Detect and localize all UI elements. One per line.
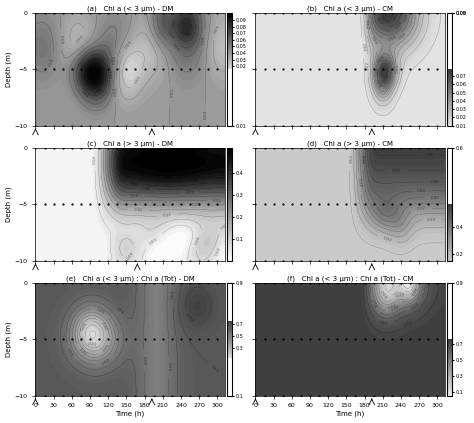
- Text: 0.02: 0.02: [366, 61, 370, 70]
- Text: 0.60: 0.60: [171, 290, 176, 299]
- Text: 0.03: 0.03: [396, 63, 400, 73]
- Text: 0.08: 0.08: [127, 250, 135, 260]
- Text: 0.03: 0.03: [125, 40, 134, 50]
- Text: 0.04: 0.04: [398, 32, 407, 41]
- Text: 0.24: 0.24: [379, 290, 388, 299]
- Text: 0.44: 0.44: [417, 189, 426, 193]
- Text: 0.04: 0.04: [215, 247, 222, 257]
- Y-axis label: Depth (m): Depth (m): [6, 52, 12, 87]
- Text: 0.01: 0.01: [361, 43, 365, 52]
- Title: (a)   Chl a (< 3 μm) - DM: (a) Chl a (< 3 μm) - DM: [87, 5, 173, 12]
- Text: 0.20: 0.20: [88, 342, 98, 346]
- Text: 0.48: 0.48: [390, 305, 400, 312]
- Text: 0.08: 0.08: [180, 30, 190, 38]
- Text: 0.60: 0.60: [115, 305, 124, 315]
- Text: 0.08: 0.08: [220, 222, 229, 231]
- Title: (d)   Chl a (> 3 μm) - CM: (d) Chl a (> 3 μm) - CM: [307, 140, 393, 147]
- Text: 0.20: 0.20: [191, 203, 201, 207]
- Text: 0.50: 0.50: [101, 357, 111, 365]
- Text: 0.05: 0.05: [112, 55, 117, 64]
- Text: 0.28: 0.28: [357, 178, 362, 187]
- Text: 0.04: 0.04: [149, 237, 159, 245]
- Text: 0.55: 0.55: [142, 356, 146, 365]
- Text: 0.30: 0.30: [396, 294, 405, 299]
- Text: 0.06: 0.06: [395, 20, 404, 30]
- Text: 0.08: 0.08: [93, 87, 103, 95]
- Text: 0.05: 0.05: [403, 12, 409, 22]
- Text: 0.56: 0.56: [425, 153, 434, 157]
- Text: 0.08: 0.08: [195, 236, 202, 245]
- Text: 0.09: 0.09: [88, 58, 98, 64]
- Text: 0.54: 0.54: [370, 299, 377, 308]
- Text: 0.05: 0.05: [48, 57, 55, 67]
- Text: 0.30: 0.30: [100, 322, 108, 332]
- Text: 0.05: 0.05: [201, 35, 206, 45]
- Text: 0.04: 0.04: [167, 89, 172, 99]
- Text: 0.25: 0.25: [80, 321, 88, 331]
- Title: (b)   Chl a (< 3 μm) - CM: (b) Chl a (< 3 μm) - CM: [307, 5, 393, 12]
- Text: 0.06: 0.06: [171, 43, 180, 52]
- Text: 0.05: 0.05: [388, 35, 398, 42]
- Text: 0.18: 0.18: [393, 278, 402, 288]
- Text: 0.65: 0.65: [210, 365, 219, 374]
- Text: 0.55: 0.55: [66, 348, 74, 357]
- Text: 0.55: 0.55: [167, 362, 171, 371]
- Text: 0.04: 0.04: [204, 110, 208, 118]
- Text: 0.07: 0.07: [379, 15, 388, 24]
- Text: 0.04: 0.04: [58, 35, 63, 44]
- Text: 0.36: 0.36: [360, 155, 364, 165]
- Text: 0.07: 0.07: [78, 58, 87, 67]
- Title: (c)   Chl a (> 3 μm) - DM: (c) Chl a (> 3 μm) - DM: [87, 140, 173, 147]
- Text: 0.07: 0.07: [172, 17, 178, 27]
- Text: 0.20: 0.20: [382, 236, 392, 243]
- Text: 0.40: 0.40: [430, 195, 439, 200]
- Text: 0.24: 0.24: [212, 198, 221, 203]
- Text: 0.36: 0.36: [412, 287, 420, 297]
- Title: (f)   Chl a (< 3 μm) : Chl a (Tot) - CM: (f) Chl a (< 3 μm) : Chl a (Tot) - CM: [287, 275, 413, 282]
- Text: 0.02: 0.02: [364, 20, 368, 30]
- Text: 0.06: 0.06: [81, 90, 90, 99]
- Text: 0.04: 0.04: [114, 86, 118, 96]
- X-axis label: Time (h): Time (h): [336, 411, 365, 418]
- Text: 0.35: 0.35: [102, 343, 110, 352]
- Text: 0.48: 0.48: [430, 180, 439, 184]
- Text: 0.04: 0.04: [93, 155, 97, 165]
- Text: 0.04: 0.04: [370, 36, 378, 45]
- Text: 0.40: 0.40: [78, 348, 87, 357]
- Text: 0.16: 0.16: [134, 208, 143, 212]
- Text: 0.28: 0.28: [130, 195, 139, 198]
- Text: 0.70: 0.70: [184, 313, 193, 323]
- Text: 0.05: 0.05: [376, 55, 386, 64]
- Text: 0.10: 0.10: [86, 76, 96, 85]
- Text: 0.07: 0.07: [375, 16, 384, 26]
- Text: 0.32: 0.32: [417, 206, 426, 211]
- Y-axis label: Depth (m): Depth (m): [6, 187, 12, 222]
- Text: 0.52: 0.52: [392, 169, 401, 173]
- X-axis label: Time (h): Time (h): [115, 411, 145, 418]
- Title: (e)   Chl a (< 3 μm) : Chl a (Tot) - DM: (e) Chl a (< 3 μm) : Chl a (Tot) - DM: [66, 275, 194, 282]
- Text: 0.60: 0.60: [411, 302, 420, 311]
- Text: 0.05: 0.05: [374, 78, 382, 88]
- Text: 0.42: 0.42: [388, 303, 398, 310]
- Y-axis label: Depth (m): Depth (m): [6, 321, 12, 357]
- Text: 0.06: 0.06: [110, 69, 114, 78]
- Text: 0.48: 0.48: [212, 152, 222, 158]
- Text: 0.32: 0.32: [186, 191, 195, 195]
- Text: 0.45: 0.45: [95, 308, 105, 315]
- Text: 0.06: 0.06: [166, 30, 176, 40]
- Text: 0.44: 0.44: [189, 177, 198, 183]
- Text: 0.03: 0.03: [76, 35, 85, 44]
- Text: 0.48: 0.48: [136, 170, 146, 175]
- Text: 0.72: 0.72: [403, 321, 413, 328]
- Text: 0.02: 0.02: [134, 74, 142, 85]
- Text: 0.36: 0.36: [142, 187, 151, 191]
- Text: 0.24: 0.24: [427, 218, 436, 222]
- Text: 0.03: 0.03: [213, 25, 221, 34]
- Text: 0.66: 0.66: [379, 320, 388, 327]
- Text: 0.40: 0.40: [130, 181, 139, 186]
- Text: 0.06: 0.06: [376, 66, 381, 76]
- Text: 0.07: 0.07: [383, 74, 392, 84]
- Text: 0.12: 0.12: [163, 212, 172, 217]
- Text: 0.16: 0.16: [347, 155, 351, 165]
